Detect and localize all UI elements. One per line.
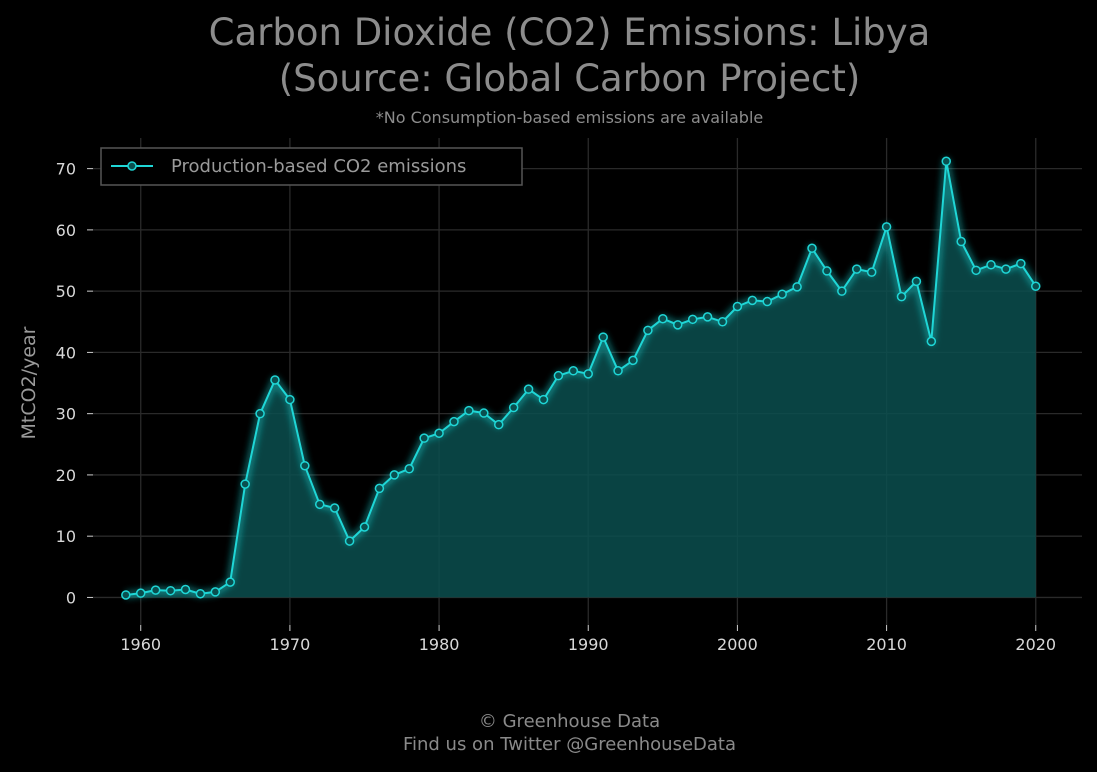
data-point (986, 260, 996, 270)
x-tick-label: 1990 (568, 635, 609, 654)
data-point (255, 408, 265, 419)
data-point (165, 585, 176, 596)
x-tick-label: 1980 (419, 635, 460, 654)
data-point (404, 464, 414, 474)
data-point (240, 479, 250, 489)
data-point (762, 296, 773, 307)
data-point (822, 266, 832, 276)
data-point (643, 325, 653, 336)
data-point (479, 408, 489, 418)
data-point (553, 370, 564, 381)
legend-entry-label: Production-based CO2 emissions (171, 156, 466, 177)
y-tick-label: 50 (56, 282, 76, 301)
data-point (523, 384, 534, 394)
x-tick-label: 2000 (717, 635, 758, 654)
chart-subtitle: *No Consumption-based emissions are avai… (375, 108, 764, 127)
data-point (792, 282, 802, 292)
legend: Production-based CO2 emissions (100, 147, 523, 186)
data-point (195, 589, 206, 599)
data-point (658, 313, 668, 324)
y-tick-label: 40 (56, 343, 76, 362)
data-point (389, 470, 400, 480)
data-point (180, 584, 191, 595)
x-tick-label: 1960 (120, 635, 161, 654)
data-point (270, 375, 280, 385)
data-point (971, 265, 981, 276)
y-tick-label: 10 (56, 527, 76, 546)
data-point (911, 276, 922, 287)
data-point (598, 332, 608, 342)
y-axis-label: MtCO2/year (18, 326, 40, 439)
data-point (329, 503, 340, 513)
data-point (568, 366, 579, 376)
data-point (583, 369, 593, 379)
footer-copyright: © Greenhouse Data (478, 711, 661, 732)
data-point (881, 222, 892, 232)
data-point (314, 499, 325, 510)
data-point (1031, 281, 1041, 291)
y-axis: 0 10 20 30 40 50 60 70 (56, 160, 93, 607)
data-point (300, 460, 310, 471)
data-point (493, 419, 504, 430)
data-point (672, 320, 683, 330)
x-axis: 1960 1970 1980 1990 2000 2010 2020 (120, 625, 1056, 654)
data-point (419, 433, 429, 443)
data-point (1001, 264, 1011, 274)
x-tick-label: 2020 (1015, 635, 1056, 654)
data-point (121, 590, 131, 600)
data-point (464, 405, 474, 416)
data-point (926, 336, 937, 347)
data-point (225, 577, 235, 587)
data-point (344, 536, 355, 546)
data-point (747, 295, 758, 306)
data-point (508, 402, 519, 413)
data-point (687, 314, 698, 325)
data-point (135, 588, 146, 598)
x-tick-label: 2010 (866, 635, 907, 654)
data-point (538, 394, 549, 405)
x-tick-label: 1970 (270, 635, 311, 654)
y-tick-label: 70 (56, 160, 76, 179)
y-tick-label: 30 (56, 405, 76, 424)
data-point (866, 267, 877, 277)
chart-title-line2: (Source: Global Carbon Project) (278, 57, 861, 100)
plot-area (121, 156, 1041, 600)
data-point (285, 394, 295, 405)
data-point (896, 291, 907, 302)
data-point (717, 317, 728, 327)
data-point (150, 585, 161, 595)
y-tick-label: 0 (66, 588, 76, 607)
data-point (434, 428, 444, 439)
data-point (702, 312, 713, 322)
y-tick-label: 60 (56, 221, 76, 240)
data-point (956, 236, 966, 247)
legend-box (100, 147, 523, 186)
data-point (359, 522, 370, 532)
data-point (852, 264, 862, 274)
footer-twitter: Find us on Twitter @GreenhouseData (402, 734, 737, 755)
data-point (628, 355, 638, 366)
data-point (613, 366, 623, 376)
y-tick-label: 20 (56, 466, 76, 485)
data-point (1016, 258, 1026, 269)
data-point (837, 286, 847, 296)
data-point (807, 243, 817, 254)
chart-title-line1: Carbon Dioxide (CO2) Emissions: Libya (208, 11, 931, 54)
data-point (732, 301, 743, 312)
data-point (374, 483, 385, 494)
series-area-fill (125, 161, 1036, 598)
data-point (941, 156, 952, 167)
data-point (777, 289, 787, 299)
legend-marker-swatch (127, 161, 137, 171)
data-point (210, 587, 221, 597)
data-point (449, 416, 459, 427)
